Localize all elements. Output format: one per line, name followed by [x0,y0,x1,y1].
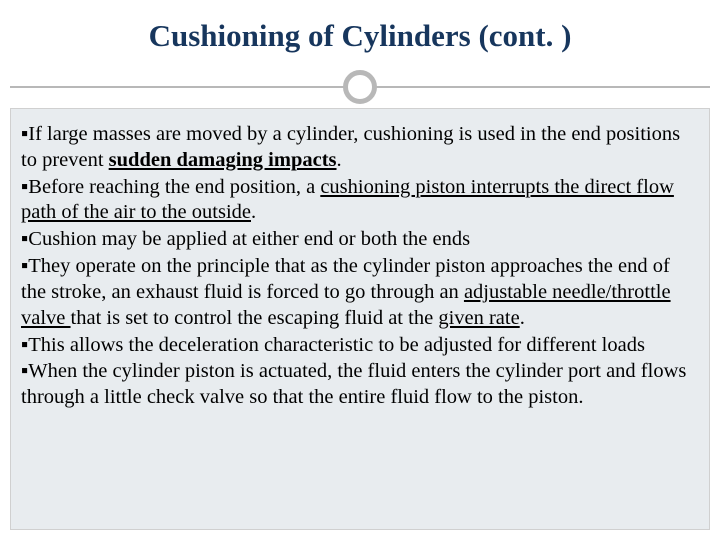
content-box: ▪If large masses are moved by a cylinder… [10,108,710,530]
divider-circle-icon [343,70,377,104]
text-run: sudden damaging impacts [109,149,337,171]
title-area: Cushioning of Cylinders (cont. ) [0,0,720,68]
slide-title: Cushioning of Cylinders (cont. ) [40,18,680,54]
text-run: given rate [438,307,519,329]
slide: Cushioning of Cylinders (cont. ) ▪If lar… [0,0,720,540]
bullet-item: ▪They operate on the principle that as t… [21,253,699,331]
bullet-item: ▪When the cylinder piston is actuated, t… [21,358,699,411]
text-run: When the cylinder piston is actuated, th… [21,360,686,408]
body-text: ▪If large masses are moved by a cylinder… [21,121,699,411]
bullet-item: ▪If large masses are moved by a cylinder… [21,121,699,174]
divider [0,68,720,108]
text-run: . [337,149,342,171]
text-run: Cushion may be applied at either end or … [28,228,470,250]
text-run: . [251,201,256,223]
text-run: that is set to control the escaping flui… [71,307,439,329]
text-run: Before reaching the end position, a [28,176,320,198]
bullet-item: ▪Before reaching the end position, a cus… [21,174,699,227]
text-run: . [520,307,525,329]
text-run: This allows the deceleration characteris… [28,334,645,356]
bullet-item: ▪Cushion may be applied at either end or… [21,226,699,253]
bullet-item: ▪This allows the deceleration characteri… [21,332,699,359]
